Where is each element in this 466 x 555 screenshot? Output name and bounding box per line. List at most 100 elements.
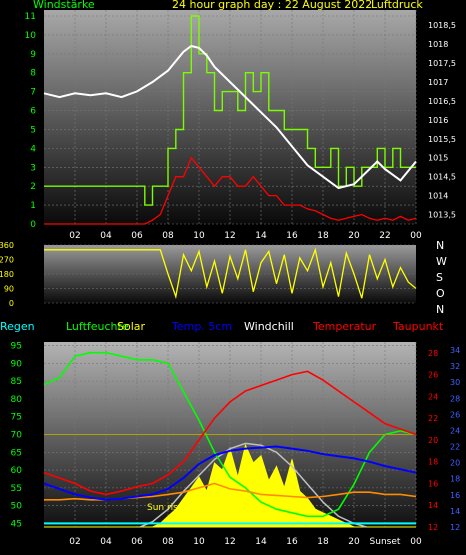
solar-theory-series-line: [139, 442, 367, 528]
x-tick-label: 16: [286, 231, 298, 241]
y-tick-label-left: 2: [30, 182, 36, 192]
y-tick-label-temperature: 14: [428, 501, 438, 510]
y-tick-label-temp5cm: 24: [450, 426, 460, 435]
page-title: 24 hour graph day : 22 August 2022: [172, 0, 372, 11]
x-tick-label: 18: [317, 231, 329, 241]
x-tick-label: 06: [131, 537, 143, 547]
left-axis-title: Windstärke: [33, 0, 95, 11]
direction-tick-label: 0: [9, 299, 14, 308]
y-tick-label-left: 5: [30, 125, 36, 135]
y-tick-label-temperature: 24: [428, 392, 438, 401]
y-tick-label-temp5cm: 30: [450, 378, 460, 387]
y-tick-label-left: 70: [11, 431, 23, 441]
y-tick-label-left: 75: [11, 413, 22, 423]
y-tick-label-temp5cm: 22: [450, 443, 460, 452]
direction-tick-label: 270: [0, 256, 14, 265]
direction-panel-grid: [44, 244, 416, 304]
x-tick-label: 14: [255, 231, 267, 241]
y-tick-label-temp5cm: 16: [450, 491, 460, 500]
y-tick-label-right: 1016: [428, 116, 448, 125]
y-tick-label-right: 1015,5: [428, 135, 456, 144]
wind-panel-background: [44, 10, 416, 224]
legend-taupunkt: Taupunkt: [392, 320, 444, 333]
y-tick-label-right: 1017: [428, 78, 448, 87]
x-tick-label: 12: [224, 537, 235, 547]
x-tick-label: 04: [100, 537, 112, 547]
climate-panel-marks: [43, 351, 417, 528]
y-tick-label-temperature: 28: [428, 349, 438, 358]
y-tick-label-temp5cm: 28: [450, 394, 460, 403]
x-tick-label: 10: [193, 231, 205, 241]
y-tick-label-temp5cm: 14: [450, 507, 460, 516]
y-tick-label-temp5cm: 18: [450, 475, 460, 484]
y-tick-label-temp5cm: 12: [450, 523, 460, 532]
y-tick-label-left: 4: [30, 144, 36, 154]
y-tick-label-left: 50: [11, 502, 23, 512]
y-tick-label-left: 85: [11, 377, 22, 387]
gust-series-line: [44, 15, 416, 206]
y-tick-label-temperature: 26: [428, 371, 438, 380]
y-tick-label-right: 1013,5: [428, 211, 456, 220]
y-tick-label-left: 10: [25, 31, 37, 41]
x-tick-label: 00: [410, 231, 422, 241]
y-tick-label-left: 11: [25, 12, 36, 22]
y-tick-label-left: 1: [30, 201, 36, 211]
y-tick-label-right: 1018,5: [428, 21, 456, 30]
y-tick-label-left: 80: [11, 395, 23, 405]
legend-regen: Regen: [0, 320, 35, 333]
x-tick-label: 10: [193, 537, 205, 547]
direction-tick-label: 90: [4, 285, 14, 294]
wind-direction-series-line: [44, 247, 417, 300]
axis-labels: 02 04 06 08 10 12 14 16 18 20 22 000123456789101110…: [0, 12, 460, 547]
wind-avg-series-line: [44, 156, 417, 225]
x-tick-label: 16: [286, 537, 298, 547]
compass-label: O: [436, 287, 445, 300]
direction-panel-marks: [44, 247, 417, 300]
y-tick-label-left: 45: [11, 519, 22, 529]
direction-tick-label: 360: [0, 241, 14, 250]
x-tick-label: 12: [224, 231, 235, 241]
y-tick-label-left: 8: [30, 69, 36, 79]
y-tick-label-right: 1016,5: [428, 97, 456, 106]
x-tick-label: 18: [317, 537, 329, 547]
y-tick-label-temp5cm: 34: [450, 346, 460, 355]
temperature-series-line: [43, 370, 417, 496]
y-tick-label-left: 95: [11, 342, 22, 352]
direction-tick-label: 180: [0, 270, 14, 279]
y-tick-label-temp5cm: 32: [450, 362, 460, 371]
wind-panel-marks: [43, 15, 417, 225]
x-tick-label: 04: [100, 231, 112, 241]
x-tick-label: 14: [255, 537, 267, 547]
sunrise-annotation: Sun rise: [147, 503, 184, 513]
y-tick-label-left: 0: [30, 220, 36, 230]
y-tick-label-left: 90: [11, 359, 23, 369]
y-tick-label-left: 6: [30, 107, 36, 117]
x-tick-label: 02: [69, 231, 80, 241]
x-tick-label: 08: [162, 537, 174, 547]
y-tick-label-left: 3: [30, 163, 36, 173]
legend-luftfeuchte: Luftfeuchte: [66, 320, 129, 333]
y-tick-label-temperature: 20: [428, 436, 438, 445]
y-tick-label-temperature: 22: [428, 414, 438, 423]
legend-windchill: Windchill: [244, 320, 294, 333]
legend-temperatur: Temperatur: [312, 320, 377, 333]
y-tick-label-temperature: 18: [428, 458, 438, 467]
y-tick-label-right: 1014,5: [428, 173, 456, 182]
y-tick-label-left: 7: [30, 88, 36, 98]
x-tick-label: Sunset: [370, 537, 401, 547]
solar-series-area: [44, 443, 416, 528]
y-tick-label-left: 55: [11, 484, 22, 494]
y-tick-label-left: 9: [30, 50, 36, 60]
temp5cm-series-line: [43, 445, 417, 501]
x-tick-label: 00: [410, 537, 422, 547]
y-tick-label-temperature: 12: [428, 523, 438, 532]
y-tick-label-temperature: 16: [428, 479, 438, 488]
humidity-series-line: [43, 351, 417, 518]
x-tick-label: 22: [379, 231, 390, 241]
compass-label: W: [436, 255, 447, 268]
y-tick-label-left: 65: [11, 448, 22, 458]
x-tick-label: 02: [69, 537, 80, 547]
x-tick-label: 06: [131, 231, 143, 241]
compass-label: S: [436, 271, 443, 284]
x-tick-label: 20: [348, 231, 360, 241]
